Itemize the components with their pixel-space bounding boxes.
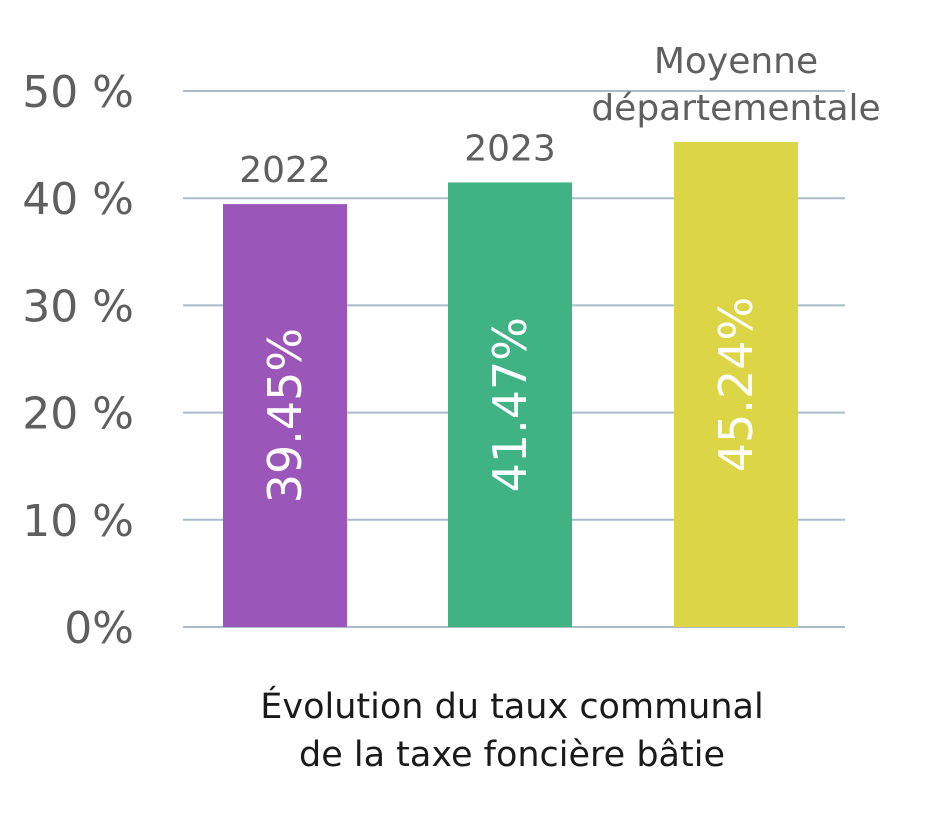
chart-title: Évolution du taux communal de la taxe fon… [260,685,763,775]
y-tick-label: 30 % [22,281,134,332]
bar-value-label: 45.24% [709,297,763,472]
bars: 39.45% 41.47% 45.24% [223,142,798,628]
category-label: départementale [591,88,880,129]
y-tick-label: 40 % [22,174,134,225]
title-line: Évolution du taux communal [260,685,763,727]
title-line: de la taxe foncière bâtie [299,735,725,775]
category-label: Moyenne [654,41,818,82]
category-label: 2022 [239,150,331,191]
y-tick-label: 50 % [22,67,134,118]
bar-value-label: 39.45% [258,328,312,503]
y-tick-label: 20 % [22,389,134,440]
bar-value-label: 41.47% [483,317,537,492]
y-tick-label: 10 % [22,496,134,547]
bar-2 [448,182,572,628]
category-label: 2023 [464,128,556,169]
bar-1 [223,204,347,627]
category-labels: 2022 2023 Moyenne départementale [239,41,880,191]
bar-3 [674,142,798,627]
y-tick-label: 0% [64,603,134,654]
y-axis-tick-labels: 0% 10 % 20 % 30 % 40 % 50 % [22,67,134,654]
